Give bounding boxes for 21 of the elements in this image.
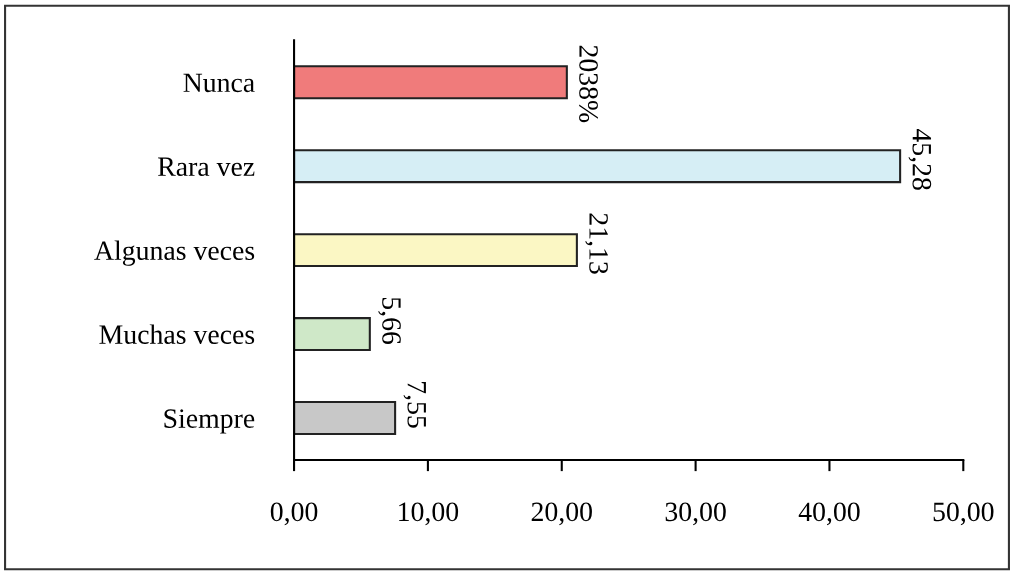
data-label: 7,55 bbox=[403, 382, 426, 428]
y-tick-label: Siempre bbox=[164, 409, 255, 434]
bar bbox=[294, 233, 578, 268]
data-label: 5,66 bbox=[378, 297, 401, 345]
y-tick-label: Algunas veces bbox=[94, 240, 255, 266]
y-tick-label: Muchas veces bbox=[99, 324, 255, 344]
data-label: 2038% bbox=[579, 45, 598, 123]
x-tick-label: 10,00 bbox=[399, 502, 459, 526]
y-tick-label: Nunca bbox=[183, 73, 255, 93]
bar bbox=[294, 65, 568, 100]
data-label: 45,28 bbox=[908, 128, 932, 190]
x-tick-label: 30,00 bbox=[665, 502, 726, 526]
bar bbox=[294, 149, 902, 184]
x-tick-label: 50,00 bbox=[933, 502, 994, 526]
x-tick-label: 20,00 bbox=[531, 502, 592, 526]
bar bbox=[294, 401, 397, 436]
x-tick-label: 40,00 bbox=[798, 502, 860, 526]
bar bbox=[294, 317, 371, 352]
y-tick-label: Rara vez bbox=[158, 157, 255, 177]
data-label: 21,13 bbox=[585, 213, 608, 274]
x-tick-label: 0,00 bbox=[270, 502, 318, 526]
